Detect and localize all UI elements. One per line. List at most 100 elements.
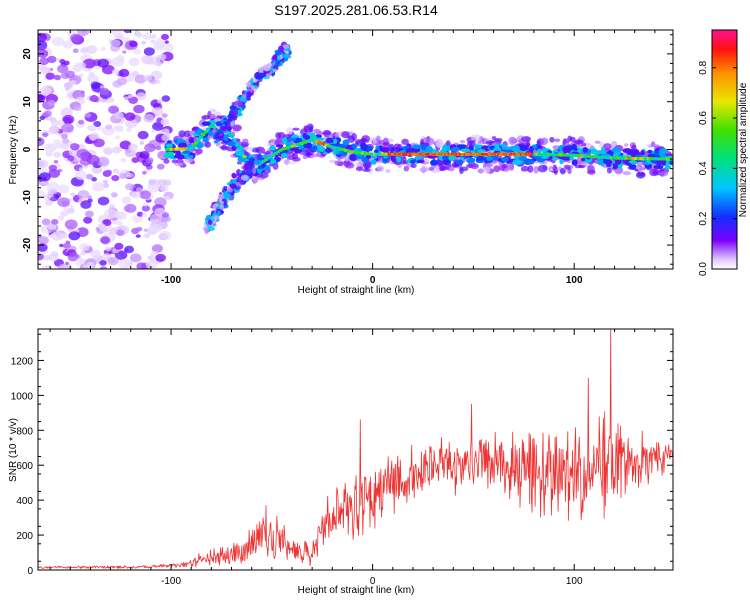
noise-blob	[63, 60, 70, 66]
ridge-halo	[554, 138, 561, 143]
ridge-halo	[594, 140, 601, 144]
ridge-halo	[540, 137, 549, 145]
ridge-peak	[471, 153, 474, 156]
ridge-peak	[470, 153, 473, 156]
y-tick-label: 200	[16, 531, 33, 542]
noise-blob	[50, 251, 59, 258]
ridge-peak	[499, 153, 502, 156]
noise-blob	[135, 234, 141, 238]
ridge-body	[178, 142, 187, 147]
upper-branch-blob	[217, 134, 224, 140]
noise-blob	[158, 53, 167, 61]
noise-blob	[48, 125, 60, 135]
lower-branch-blob	[208, 220, 213, 226]
ridge-peak	[466, 153, 469, 156]
noise-blob	[161, 33, 169, 41]
noise-blob	[100, 85, 105, 89]
ridge-body	[281, 152, 288, 158]
noise-blob	[123, 30, 132, 34]
ridge-peak	[440, 153, 444, 156]
ridge-peak	[463, 153, 466, 156]
lower-branch-blob	[227, 187, 233, 193]
noise-blob	[155, 61, 163, 67]
ridge-peak	[445, 153, 449, 156]
ridge-body	[370, 155, 378, 160]
ridge-body	[297, 144, 303, 150]
noise-blob	[62, 40, 74, 49]
ridge-peak	[428, 153, 431, 156]
ridge-body	[476, 149, 486, 154]
ridge-peak	[421, 153, 424, 156]
ridge-core	[196, 138, 201, 142]
ridge-halo	[509, 137, 518, 143]
ridge-body	[573, 147, 578, 151]
noise-blob	[114, 135, 120, 140]
ridge-peak	[449, 153, 452, 156]
ridge-halo	[448, 166, 456, 172]
noise-blob	[45, 72, 55, 80]
ridge-body	[420, 143, 427, 151]
ridge-peak	[432, 153, 436, 156]
noise-blob	[136, 226, 143, 232]
noise-blob	[99, 260, 107, 266]
ridge-halo	[470, 134, 476, 141]
noise-blob	[113, 111, 124, 120]
ridge-peak	[473, 153, 476, 156]
noise-blob	[147, 182, 160, 193]
colorbar-tick-label: 0.0	[698, 262, 709, 276]
ridge-peak	[416, 153, 419, 156]
ridge-halo	[385, 168, 391, 174]
ridge-halo	[504, 168, 509, 172]
noise-blob	[151, 244, 163, 253]
ridge-halo	[174, 162, 184, 167]
noise-blob	[38, 136, 45, 147]
lower-branch-blob	[223, 186, 228, 192]
colorbar-label: Normalized spectral amplitude	[738, 82, 749, 217]
ridge-peak	[482, 153, 486, 156]
noise-blob	[149, 78, 157, 85]
ridge-body	[302, 132, 307, 139]
ridge-body	[410, 159, 416, 164]
ridge-halo	[587, 164, 594, 172]
noise-blob	[164, 40, 169, 44]
lower-branch-blob	[247, 161, 251, 166]
noise-blob	[74, 62, 81, 68]
noise-blob	[67, 252, 80, 262]
ridge-body	[349, 154, 357, 161]
noise-blob	[53, 74, 62, 81]
ridge-halo	[292, 127, 300, 131]
upper-branch-blob	[217, 130, 223, 135]
ridge-peak	[429, 153, 432, 156]
noise-blob	[90, 81, 101, 90]
noise-blob	[124, 245, 135, 254]
lower-branch-blob	[245, 169, 253, 174]
ridge-peak	[394, 153, 397, 156]
ridge-halo	[521, 136, 532, 142]
noise-blob	[89, 95, 99, 103]
ridge-peak	[521, 153, 524, 156]
ridge-body	[486, 156, 494, 161]
noise-blob	[112, 146, 122, 154]
noise-blob	[116, 54, 125, 62]
ridge-halo	[410, 163, 417, 169]
ridge-halo	[178, 130, 186, 138]
ridge-peak	[476, 153, 479, 156]
ridge-halo	[439, 166, 448, 171]
noise-blob	[49, 233, 57, 239]
ridge-body	[493, 146, 502, 153]
noise-blob	[149, 223, 162, 234]
ridge-body	[456, 159, 464, 166]
noise-blob	[143, 113, 155, 123]
ridge-peak	[478, 153, 481, 156]
noise-blob	[110, 192, 118, 198]
noise-blob	[60, 233, 68, 239]
noise-blob	[38, 40, 48, 51]
noise-blob	[161, 212, 170, 218]
ridge-peak	[408, 153, 411, 156]
ridge-peak	[520, 153, 523, 156]
ridge-body	[396, 156, 402, 163]
ridge-halo	[275, 132, 282, 140]
noise-blob	[141, 205, 151, 212]
ridge-halo	[376, 165, 385, 172]
